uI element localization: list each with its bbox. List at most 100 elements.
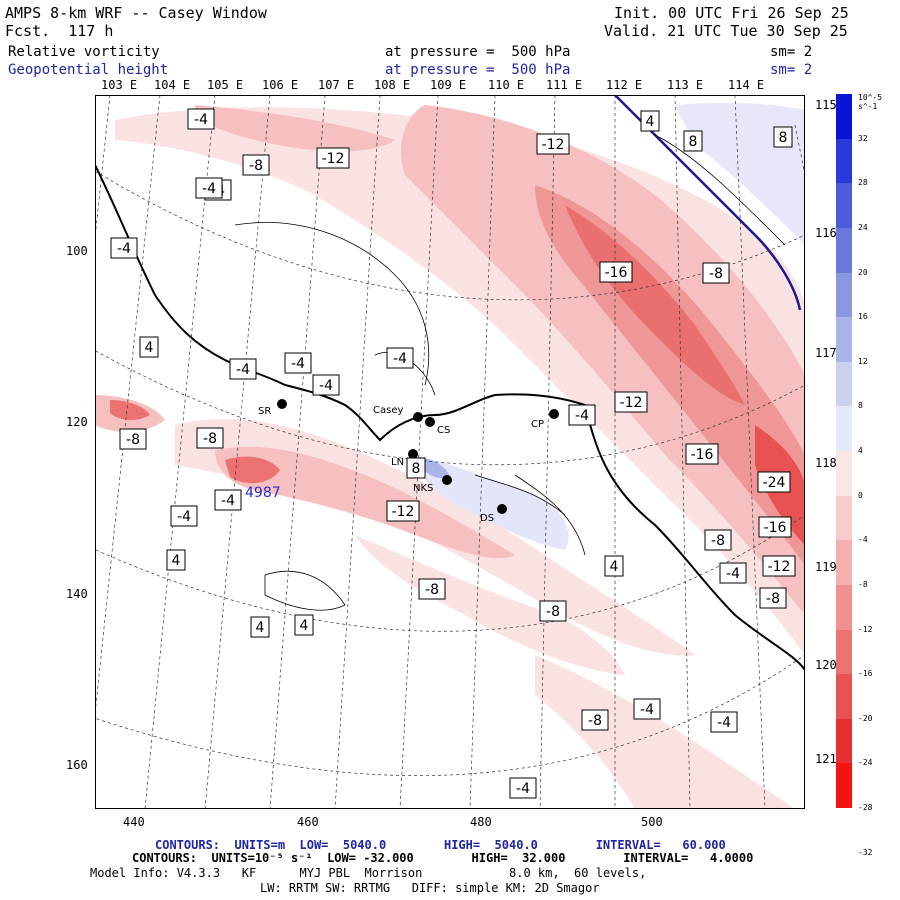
colorbar-swatch [836,317,852,362]
lon-label: 104 E [154,78,191,92]
svg-text:4: 4 [300,618,309,634]
contour-label: -12 [762,555,796,577]
contour-label: -4 [509,777,537,799]
field1-name: Relative vorticity [8,44,160,60]
stations: SR Casey CS CP LN NKS DS [258,399,559,524]
lon-label: 103 E [101,78,138,92]
colorbar-swatch [836,361,852,407]
colorbar-unit: 10^-5 s^-1 [858,93,883,111]
contour-label: -8 [702,262,730,284]
colorbar-swatch [836,495,852,541]
svg-text:-16: -16 [605,265,628,281]
colorbar-swatch [836,718,852,764]
forecast-hour: Fcst. 117 h [5,22,114,40]
contour-label: -16 [685,443,719,465]
lon-label: 108 E [374,78,411,92]
colorbar-tick-label: 20 [858,267,868,277]
contour-label: -4 [633,698,661,720]
colorbar-tick-label: 24 [858,222,868,232]
contour-label: -4 [719,562,747,584]
svg-text:-4: -4 [202,181,216,197]
valid-time: Valid. 21 UTC Tue 30 Sep 25 [604,22,848,40]
x-tick: 480 [470,815,492,829]
latlon-grid [95,95,805,809]
station-label-cp: CP [531,419,544,430]
contour-label: -12 [386,500,420,522]
svg-text:-8: -8 [766,591,780,607]
colorbar-swatch [836,763,852,808]
svg-text:4: 4 [610,559,619,575]
colorbar-tick-label: -32 [858,847,873,857]
contour-label: 4 [294,614,314,636]
svg-text:-12: -12 [322,151,345,167]
svg-text:-8: -8 [203,431,217,447]
svg-text:-4: -4 [194,112,208,128]
svg-text:8: 8 [412,461,421,477]
svg-text:-8: -8 [126,432,140,448]
colorbar-swatch [836,451,852,496]
contour-label: -8 [418,578,446,600]
contour-label: -4 [170,505,198,527]
contour-label: -4 [312,374,340,396]
colorbar-swatch [836,138,852,184]
contour-label: 8 [406,457,426,479]
svg-text:-12: -12 [392,504,415,520]
svg-text:-4: -4 [291,356,305,372]
footer-model-info: Model Info: V4.3.3 KF MYJ PBL Morrison 8… [90,866,647,880]
svg-text:-8: -8 [588,713,602,729]
colorbar-tick-label: -4 [858,535,868,545]
svg-text:-4: -4 [177,509,191,525]
colorbar-tick-label: -12 [858,624,873,634]
contour-label: 4 [250,616,270,638]
svg-text:4: 4 [172,553,181,569]
svg-text:-4: -4 [575,408,589,424]
station-marker-cp [549,409,559,419]
colorbar-tick-label: -16 [858,669,873,679]
svg-text:-12: -12 [620,395,643,411]
svg-text:-4: -4 [717,715,731,731]
colorbar-swatch [836,183,852,228]
contour-label: -12 [536,133,570,155]
lon-label: 106 E [262,78,299,92]
svg-text:-4: -4 [236,362,250,378]
contour-label: -4 [386,347,414,369]
station-marker-casey [413,412,423,422]
colorbar-swatch [836,227,852,273]
field1-level: at pressure = 500 hPa [385,44,571,60]
lon-label: 113 E [667,78,704,92]
svg-text:-4: -4 [640,702,654,718]
colorbar-tick-label: 4 [858,446,863,455]
contour-label: 4 [166,549,186,571]
footer-physics-info: LW: RRTM SW: RRTMG DIFF: simple KM: 2D S… [260,881,600,895]
svg-text:-24: -24 [763,475,786,491]
svg-text:4: 4 [145,340,154,356]
colorbar-tick-label: -28 [858,803,873,812]
contour-label: 8 [683,130,703,152]
colorbar-swatch [836,629,852,675]
contour-label: -8 [759,587,787,609]
contour-label: -4 [110,237,138,259]
contour-label: 4 [139,336,159,358]
contour-label: -8 [119,428,147,450]
x-tick: 440 [123,815,145,829]
colorbar-tick-label: -20 [858,713,873,723]
contour-label: 4 [640,110,660,132]
contour-label: -16 [599,261,633,283]
contour-label: 8 [773,126,793,148]
colorbar [836,94,852,808]
svg-text:-12: -12 [542,137,565,153]
station-label-cs: CS [437,425,450,436]
station-marker-cs [425,417,435,427]
contour-label: -8 [581,709,609,731]
contour-label: -12 [316,147,350,169]
svg-text:-4: -4 [221,493,235,509]
positive-vorticity-shading [415,102,805,550]
contour-label: -8 [539,600,567,622]
colorbar-tick-label: 32 [858,133,868,143]
contour-label: 4 [604,555,624,577]
svg-text:-4: -4 [516,781,530,797]
contour-label: -4 [229,358,257,380]
colorbar-swatch [836,674,852,719]
station-label-nks: NKS [413,483,433,494]
colorbar-tick-label: 16 [858,312,868,322]
